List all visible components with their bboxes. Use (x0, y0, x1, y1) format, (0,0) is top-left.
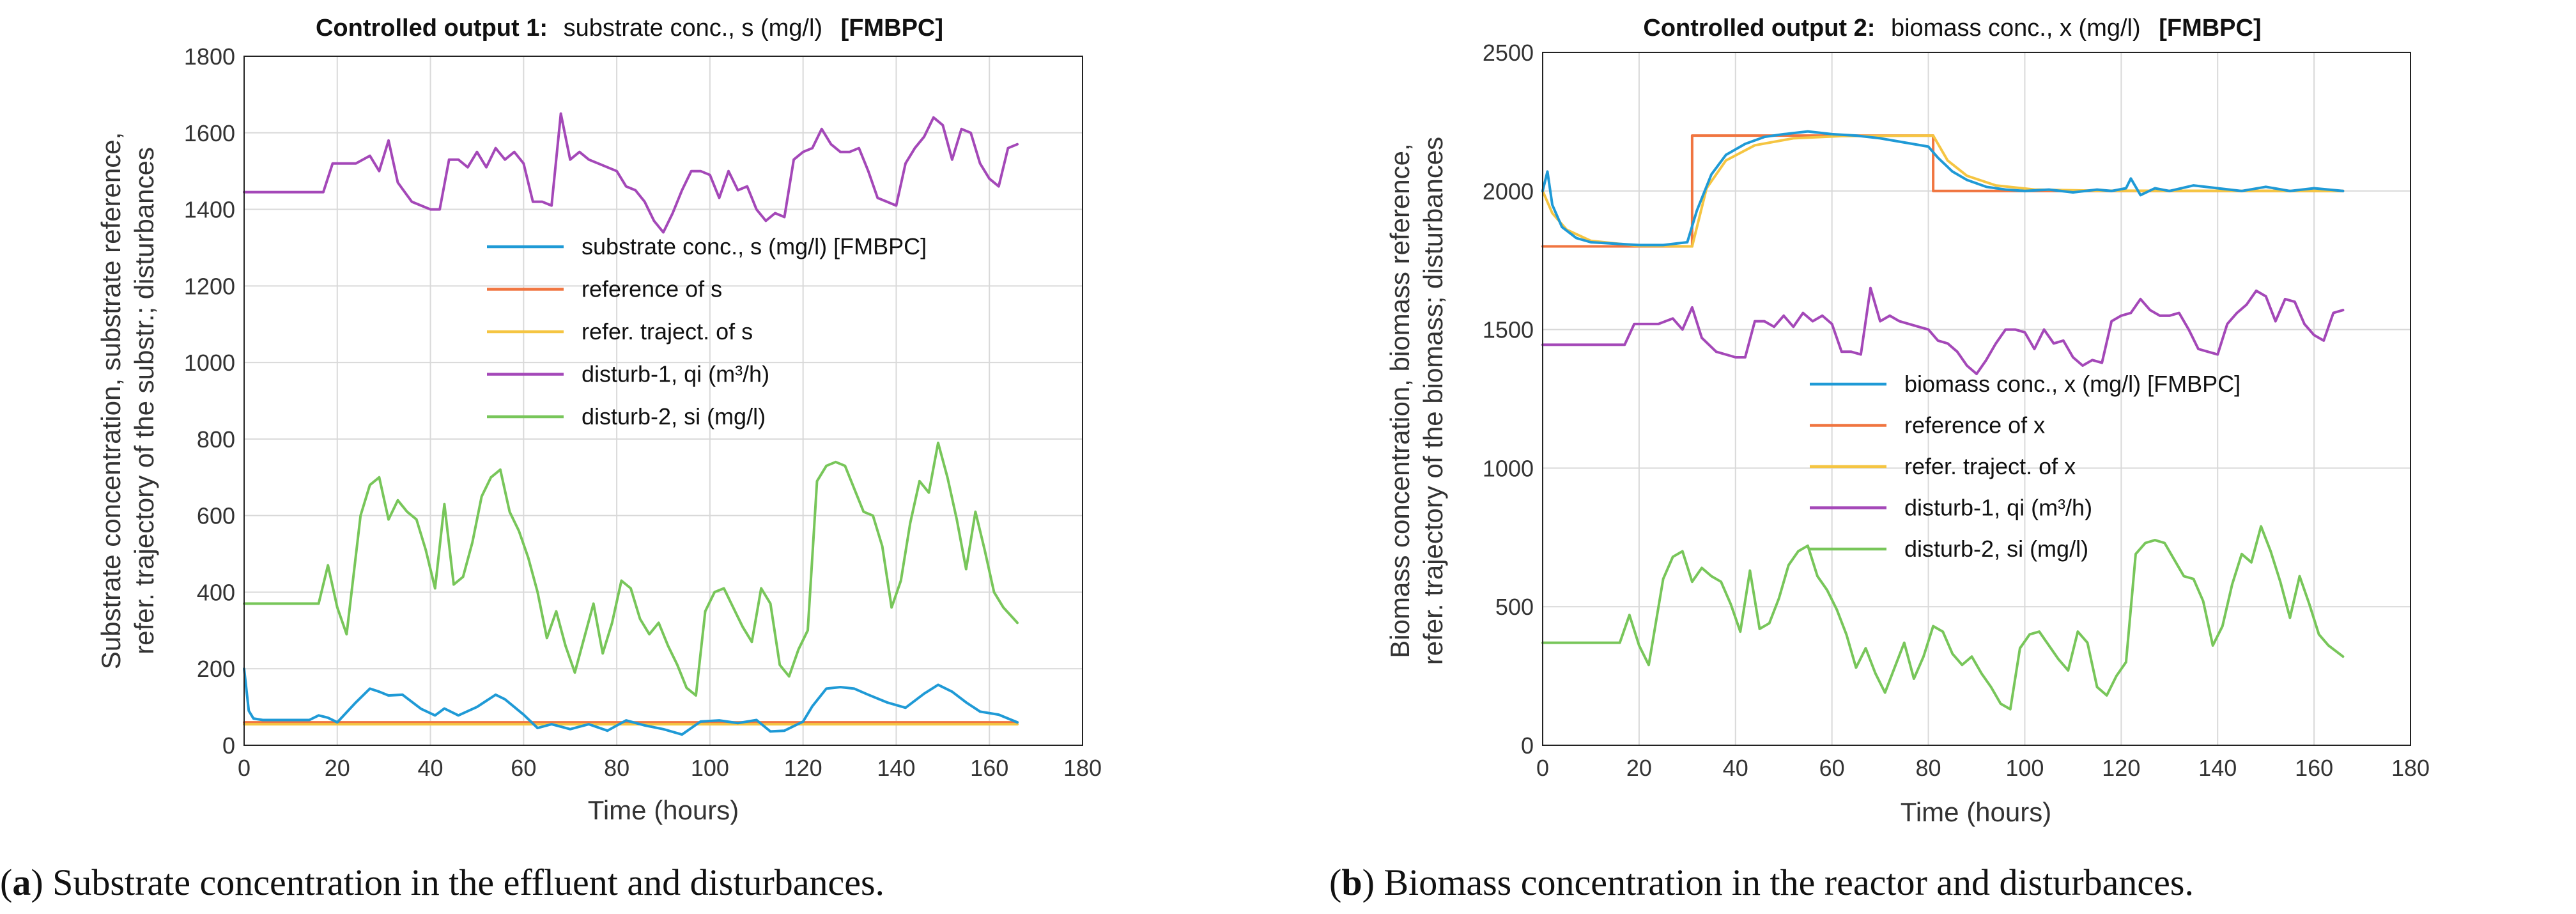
x-tick-label: 80 (1916, 755, 1941, 781)
y-tick-label: 500 (1495, 594, 1534, 620)
legend-label: disturb-1, qi (m³/h) (1904, 495, 2092, 521)
series-line-2 (1541, 134, 2345, 248)
x-tick-label: 160 (970, 755, 1008, 781)
series-line-0 (1541, 130, 2345, 247)
x-tick-label: 120 (784, 755, 822, 781)
y-tick-label: 400 (197, 579, 235, 605)
y-tick-label: 1500 (1483, 317, 1534, 343)
legend-label: reference of x (1904, 412, 2045, 438)
y-axis-label: Biomass concentration, biomass reference… (1385, 137, 1448, 665)
gridlines (243, 56, 1083, 746)
chart-title-tag: [FMBPC] (841, 15, 943, 42)
x-tick-label: 20 (325, 755, 350, 781)
legend: substrate conc., s (mg/l) [FMBPC] referen… (487, 233, 927, 430)
y-tick-label: 200 (197, 656, 235, 682)
series-line-4 (1541, 525, 2345, 711)
x-ticks: 0 20 40 60 80 100 120 140 160 180 (238, 755, 1102, 781)
legend-label: disturb-1, qi (m³/h) (582, 361, 769, 387)
series-line-3 (1541, 286, 2345, 375)
x-tick-label: 100 (2005, 755, 2044, 781)
y-ticks: 0 200 400 600 800 1000 1200 1400 1600 1800 (184, 43, 235, 759)
legend-label: biomass conc., x (mg/l) [FMBPC] (1904, 371, 2241, 397)
y-axis-label: Substrate concentration, substrate refer… (96, 132, 159, 669)
x-tick-label: 20 (1626, 755, 1652, 781)
x-tick-label: 180 (2391, 755, 2430, 781)
caption-text: ) Biomass concentration in the reactor a… (1362, 862, 2194, 903)
x-tick-label: 80 (604, 755, 629, 781)
legend-label: disturb-2, si (mg/l) (1904, 536, 2088, 562)
legend-label: refer. traject. of s (582, 318, 753, 345)
gridlines (1542, 52, 2411, 746)
x-axis-label: Time (hours) (588, 795, 739, 825)
chart-panel-a: Controlled output 1: substrate conc., s … (0, 15, 1102, 903)
chart-title-text: substrate conc., s (mg/l) (564, 15, 822, 42)
chart-panel-b: Controlled output 2: biomass conc., x (m… (1329, 15, 2430, 903)
y-axis-label-line2: refer. trajectory of the biomass; distur… (1418, 137, 1448, 665)
y-tick-label: 1000 (184, 350, 235, 376)
legend-label: disturb-2, si (mg/l) (582, 403, 766, 430)
series-lines (243, 112, 1019, 736)
y-tick-label: 0 (1521, 732, 1534, 759)
chart-title: Controlled output 1: substrate conc., s … (316, 15, 943, 42)
x-tick-label: 60 (1819, 755, 1845, 781)
x-tick-label: 120 (2102, 755, 2140, 781)
y-tick-label: 0 (222, 732, 235, 759)
x-tick-label: 40 (418, 755, 443, 781)
x-tick-label: 0 (238, 755, 251, 781)
y-tick-label: 2000 (1483, 178, 1534, 205)
y-tick-label: 800 (197, 426, 235, 453)
series-line-4 (243, 441, 1019, 697)
y-axis-label-line1: Biomass concentration, biomass reference… (1385, 143, 1415, 658)
y-tick-label: 1600 (184, 120, 235, 146)
series-line-3 (243, 112, 1019, 234)
x-tick-label: 0 (1536, 755, 1549, 781)
y-axis-label-line2: refer. trajectory of the substr.; distur… (129, 147, 159, 655)
y-tick-label: 1000 (1483, 455, 1534, 481)
x-tick-label: 180 (1063, 755, 1102, 781)
x-tick-label: 100 (691, 755, 729, 781)
y-tick-label: 1400 (184, 197, 235, 223)
legend-label: refer. traject. of x (1904, 453, 2076, 479)
legend: biomass conc., x (mg/l) [FMBPC] reference… (1810, 371, 2241, 562)
caption: (a) Substrate concentration in the efflu… (0, 862, 884, 903)
series-lines (1541, 130, 2345, 711)
y-tick-label: 600 (197, 503, 235, 529)
y-tick-label: 2500 (1483, 40, 1534, 66)
y-tick-label: 1800 (184, 43, 235, 70)
x-tick-label: 140 (2198, 755, 2237, 781)
x-tick-label: 60 (511, 755, 536, 781)
chart-title-bold: Controlled output 1: (316, 15, 548, 42)
x-tick-label: 40 (1723, 755, 1748, 781)
plot-frame (1542, 52, 2411, 746)
legend-label: reference of s (582, 276, 722, 302)
x-axis-label: Time (hours) (1901, 797, 2051, 827)
x-ticks: 0 20 40 60 80 100 120 140 160 180 (1536, 755, 2430, 781)
caption-letter: a (12, 862, 31, 903)
series-line-0 (243, 667, 1019, 736)
y-axis-label-line1: Substrate concentration, substrate refer… (96, 132, 126, 669)
legend-label: substrate conc., s (mg/l) [FMBPC] (582, 233, 927, 259)
chart-title: Controlled output 2: biomass conc., x (m… (1643, 15, 2261, 42)
chart-title-tag: [FMBPC] (2159, 15, 2261, 42)
caption-letter: b (1341, 862, 1362, 903)
x-tick-label: 160 (2295, 755, 2333, 781)
caption: (b) Biomass concentration in the reactor… (1329, 862, 2194, 903)
y-ticks: 0 500 1000 1500 2000 2500 (1483, 40, 1534, 759)
caption-text: ) Substrate concentration in the effluen… (31, 862, 884, 903)
chart-title-bold: Controlled output 2: (1643, 15, 1875, 42)
chart-title-text: biomass conc., x (mg/l) (1891, 15, 2141, 42)
y-tick-label: 1200 (184, 273, 235, 299)
plot-frame (243, 56, 1083, 746)
x-tick-label: 140 (877, 755, 915, 781)
